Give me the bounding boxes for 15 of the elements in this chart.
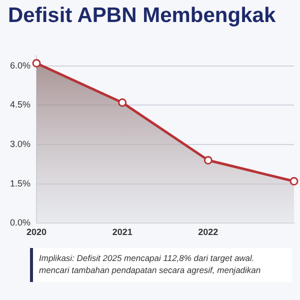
text: mencari tambahan pendapatan secara agresif, menjadikan (39, 264, 262, 277)
y-tick-label: 1.5% (10, 178, 31, 188)
x-tick-label: 2022 (198, 227, 218, 238)
y-tick-label: 3.0% (10, 139, 31, 150)
y-tick-label: 0.0% (10, 218, 31, 228)
point (32, 59, 41, 68)
x-tick-label: 2020 (26, 227, 47, 238)
point (204, 156, 212, 165)
point (118, 98, 127, 107)
text: Implikasi: Defisit 2025 mencapai 112,8% dari target awal. (39, 253, 256, 265)
y-tick-label: 4.5% (10, 100, 31, 110)
point (290, 177, 298, 186)
x-tick-label: 2021 (112, 227, 132, 238)
y-tick-label: 6.0% (10, 60, 31, 70)
chart-title: Defisit APBN Membengkak (7, 3, 277, 28)
